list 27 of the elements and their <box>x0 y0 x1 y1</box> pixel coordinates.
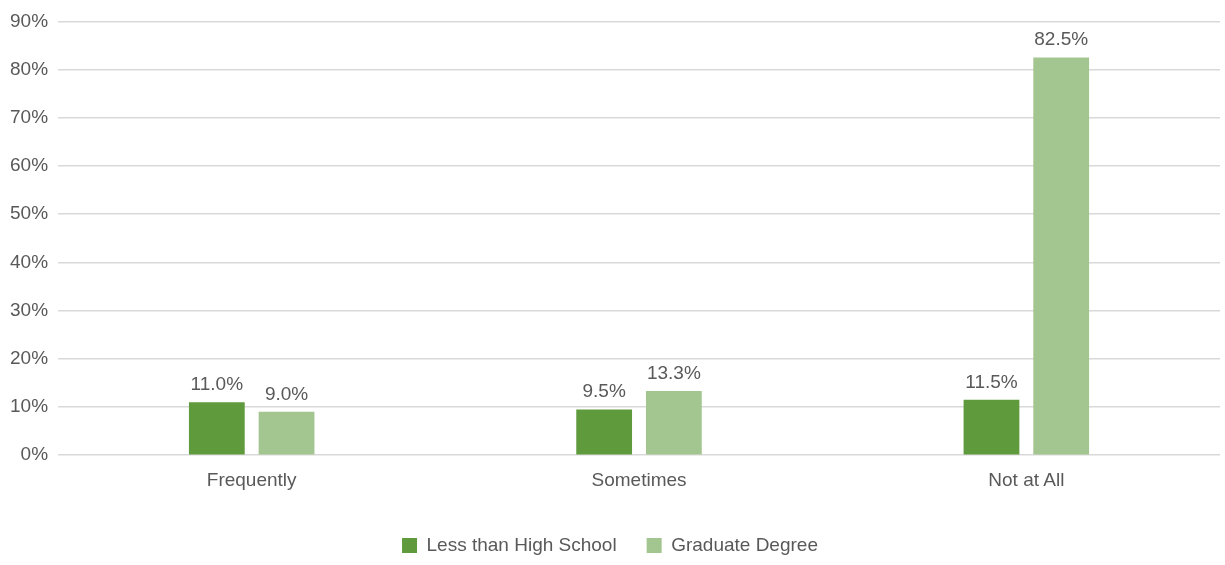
y-tick-label: 60% <box>10 154 49 176</box>
y-tick-label: 70% <box>10 106 49 128</box>
legend-label: Less than High School <box>426 533 617 555</box>
bar <box>188 402 245 455</box>
y-tick-label: 80% <box>10 57 49 79</box>
y-tick-label: 20% <box>10 347 49 369</box>
data-label: 11.0% <box>190 372 244 394</box>
x-tick-label: Not at All <box>988 468 1065 490</box>
bar <box>1033 57 1090 455</box>
y-tick-label: 40% <box>10 250 49 272</box>
data-label: 11.5% <box>965 370 1018 392</box>
x-tick-label: Frequently <box>206 468 298 490</box>
data-label: 9.0% <box>264 382 309 404</box>
bar <box>258 411 315 455</box>
y-tick-label: 10% <box>10 395 49 417</box>
bar <box>645 391 702 455</box>
data-label: 82.5% <box>1034 28 1089 50</box>
bar <box>576 409 633 455</box>
y-tick-label: 90% <box>10 9 49 31</box>
bar <box>963 399 1020 455</box>
x-tick-label: Sometimes <box>591 468 687 490</box>
y-tick-label: 0% <box>20 443 49 465</box>
data-label: 13.3% <box>646 361 701 383</box>
y-tick-label: 50% <box>10 202 49 224</box>
legend-label: Graduate Degree <box>671 533 818 555</box>
data-label: 9.5% <box>582 380 626 402</box>
y-tick-label: 30% <box>10 298 49 320</box>
